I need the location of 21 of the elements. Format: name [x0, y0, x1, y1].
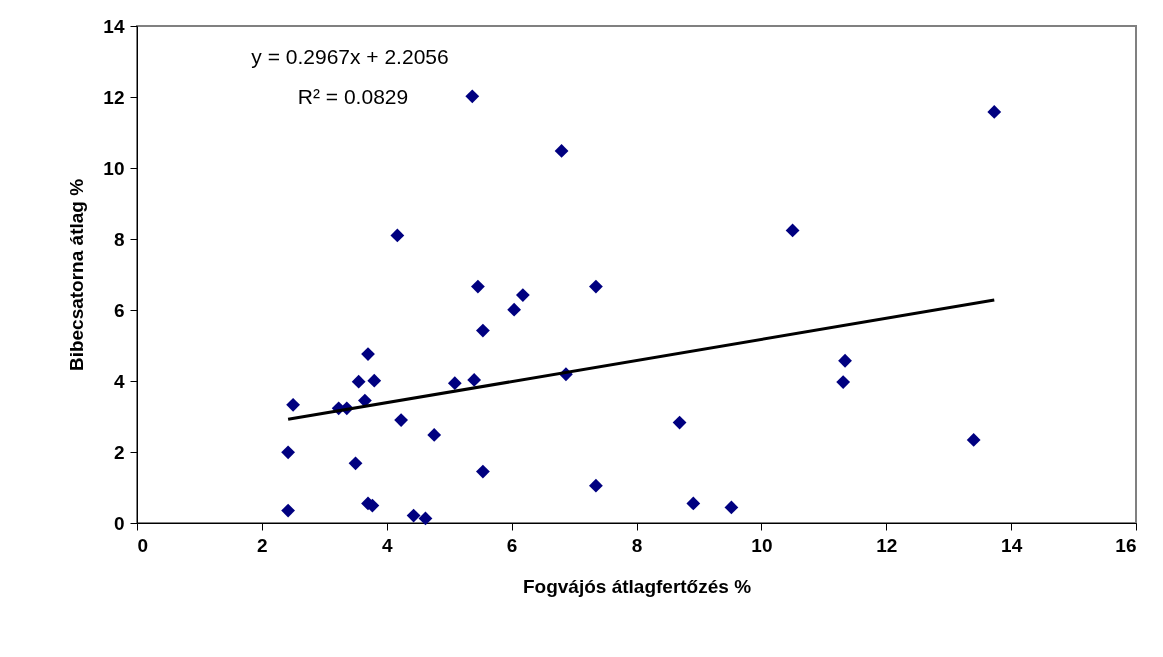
annotation: y = 0.2967x + 2.2056 [251, 45, 449, 68]
y-tick-label: 6 [113, 299, 125, 321]
y-tick-label: 10 [103, 157, 125, 179]
x-tick-label: 10 [751, 534, 773, 556]
x-tick-label: 6 [506, 534, 518, 556]
x-tick-label: 2 [257, 534, 268, 556]
annotation: R² = 0.0829 [297, 85, 409, 108]
x-axis-title: Fogvájós átlagfertőzés % [522, 575, 752, 597]
y-axis-title: Bibecsatorna átlag % [66, 178, 88, 372]
y-tick-label: 0 [113, 512, 125, 534]
x-tick-label: 0 [137, 534, 149, 556]
y-tick-label: 8 [113, 228, 125, 250]
x-tick-label: 4 [381, 534, 393, 556]
x-tick-label: 14 [1001, 534, 1023, 556]
y-tick-label: 2 [113, 441, 125, 463]
y-tick-label: 12 [103, 86, 125, 108]
x-tick-label: 12 [876, 534, 898, 556]
y-tick-label: 4 [113, 370, 125, 392]
x-tick-label: 16 [1115, 534, 1137, 556]
x-tick-label: 8 [631, 534, 643, 556]
y-tick-label: 14 [103, 15, 125, 37]
